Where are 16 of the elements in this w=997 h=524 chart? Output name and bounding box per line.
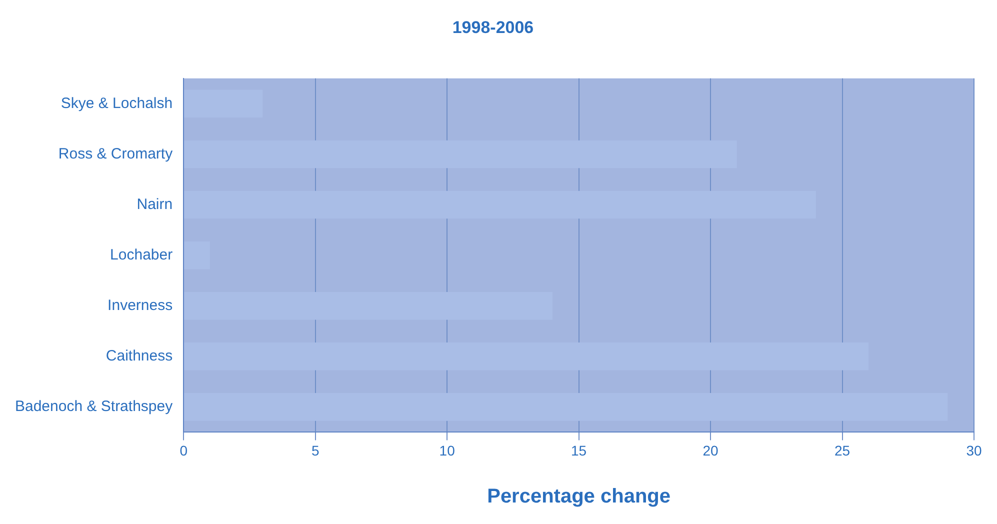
chart-title: 1998-2006 [452, 18, 534, 37]
y-tick-label: Lochaber [110, 246, 173, 264]
x-tick-label: 20 [702, 442, 719, 458]
x-tick-label: 5 [311, 442, 320, 458]
y-tick-label: Inverness [108, 296, 173, 314]
y-tick-label: Caithness [106, 348, 173, 365]
x-tick-label: 10 [439, 442, 456, 458]
y-tick-label: Skye & Lochalsh [60, 94, 173, 112]
x-tick-label: 25 [834, 442, 850, 458]
y-tick-label: Nairn [136, 196, 173, 213]
y-tick-label: Ross & Cromarty [58, 145, 174, 162]
x-axis-title: Percentage change [487, 486, 671, 508]
x-tick-label: 0 [180, 442, 188, 458]
y-tick-label: Badenoch & Strathspey [14, 398, 174, 416]
x-tick-label: 30 [966, 442, 982, 458]
x-tick-label: 15 [571, 442, 587, 458]
